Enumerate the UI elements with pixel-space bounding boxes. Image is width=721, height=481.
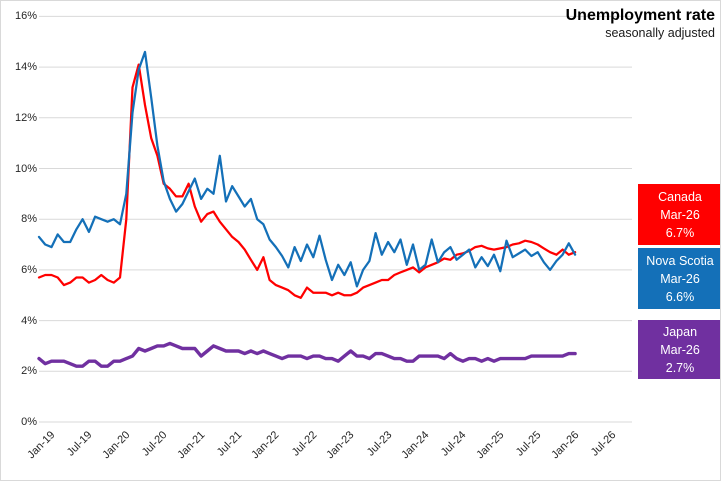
series-line-canada [37,63,577,299]
legend-value: 6.6% [665,289,695,304]
chart-header: Unemployment rate seasonally adjusted [566,7,715,40]
legend-value: 2.7% [665,360,695,375]
chart-subtitle: seasonally adjusted [605,26,715,40]
y-tick-label: 0% [21,416,37,428]
legend-date: Mar-26 [660,207,700,222]
y-tick-label: 10% [14,162,37,175]
legend-name: Japan [662,324,698,339]
series-line-nova-scotia [37,50,577,288]
y-tick-label: 8% [21,213,37,226]
y-tick-label: 6% [21,263,37,276]
legend-date: Mar-26 [660,342,700,357]
gridlines [39,15,632,423]
chart-title: Unemployment rate [565,7,715,24]
y-tick-label: 12% [14,111,37,124]
y-tick-label: 16% [14,10,37,23]
legend-value: 6.7% [665,225,695,240]
legend-box-nova-scotia: Nova Scotia Mar-26 6.6% [638,248,720,309]
legend-name: Nova Scotia [646,253,714,268]
legend-name: Canada [658,189,702,204]
y-tick-label: 2% [21,365,37,378]
legend-date: Mar-26 [660,271,700,286]
series-lines [37,50,577,368]
y-tick-label: 4% [21,314,37,327]
y-tick-label: 14% [14,61,37,74]
legend-box-canada: Canada Mar-26 6.7% [638,184,720,245]
series-line-japan [37,341,577,368]
legend-box-japan: Japan Mar-26 2.7% [638,320,720,379]
